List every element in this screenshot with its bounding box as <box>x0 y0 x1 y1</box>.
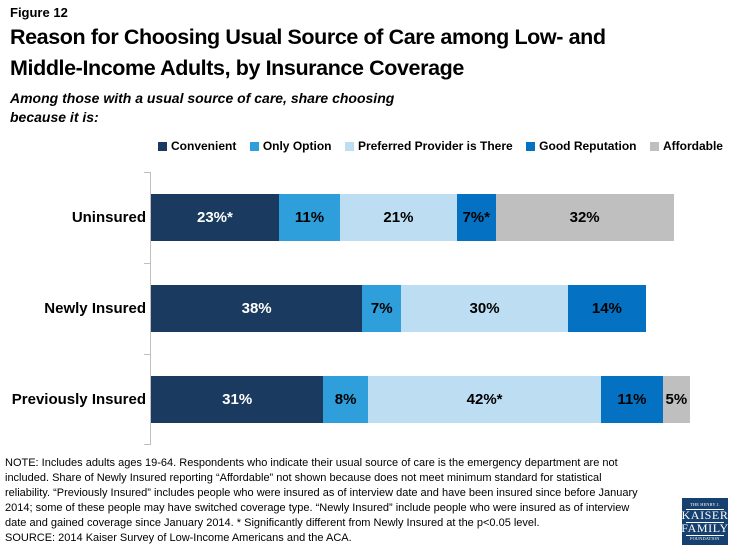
axis-tick <box>144 444 151 445</box>
y-axis-line <box>150 172 151 445</box>
legend: Convenient Only Option Preferred Provider … <box>158 139 723 153</box>
bar-segment: 38% <box>151 285 363 332</box>
bar-stack: 23%* 11% 21% 7%* 32% <box>151 194 707 241</box>
kff-logo-kaiser-text: KAISER <box>681 508 729 522</box>
legend-swatch <box>249 141 259 151</box>
category-label: Previously Insured <box>11 391 146 408</box>
chart-subtitle: Among those with a usual source of care,… <box>10 89 394 127</box>
chart-row: Uninsured 23%* 11% 21% 7%* 32% <box>0 172 735 263</box>
bar-segment: 5% <box>662 376 691 423</box>
legend-swatch <box>649 141 659 151</box>
chart-row: Previously Insured 31% 8% 42%* 11% 5% <box>0 354 735 445</box>
figure-label: Figure 12 <box>10 5 68 20</box>
chart-subtitle-line1: Among those with a usual source of care,… <box>10 90 395 106</box>
legend-label: Good Reputation <box>539 139 637 153</box>
legend-swatch <box>158 141 167 151</box>
bar-stack: 38% 7% 30% 14% <box>151 285 707 332</box>
legend-item: Preferred Provider is There <box>344 139 513 153</box>
note-line: included. Share of Newly Insured reporti… <box>5 472 602 484</box>
note-line: NOTE: Includes adults ages 19-64. Respon… <box>5 457 618 469</box>
kff-logo-rule <box>686 534 724 536</box>
axis-tick <box>144 172 151 173</box>
legend-item: Good Reputation <box>526 139 636 153</box>
bar-segment: 32% <box>495 194 674 241</box>
legend-label: Preferred Provider is There <box>357 139 513 153</box>
bar-segment: 23%* <box>151 194 279 241</box>
category-label: Uninsured <box>71 209 146 226</box>
note-line: reliability. “Previously Insured” includ… <box>5 487 638 499</box>
bar-segment: 30% <box>401 285 568 332</box>
kff-logo-top-text: THE HENRY J. <box>690 502 720 508</box>
legend-label: Only Option <box>262 139 332 153</box>
chart-title-line2: Middle-Income Adults, by Insurance Cover… <box>10 56 464 80</box>
note-line: 2014; some of these people may have swit… <box>5 502 630 514</box>
legend-swatch <box>526 141 536 151</box>
bar-segment: 11% <box>601 376 663 423</box>
legend-label: Affordable <box>662 139 723 153</box>
axis-tick <box>144 354 151 355</box>
kff-logo-family-text: FAMILY <box>681 521 729 535</box>
bar-segment: 7% <box>362 285 402 332</box>
note-line: date and gained coverage since January 2… <box>5 517 540 529</box>
bar-segment: 7%* <box>456 194 496 241</box>
kff-logo-rule <box>686 508 724 510</box>
bar-segment: 11% <box>278 194 341 241</box>
legend-item: Only Option <box>249 139 332 153</box>
bar-segment: 8% <box>323 376 368 423</box>
legend-item: Affordable <box>649 139 723 153</box>
source-line: SOURCE: 2014 Kaiser Survey of Low-Income… <box>5 532 352 544</box>
chart-row: Newly Insured 38% 7% 30% 14% <box>0 263 735 354</box>
kff-logo-foundation-text: FOUNDATION <box>690 536 720 542</box>
axis-tick <box>144 263 151 264</box>
kff-logo-rule <box>686 521 724 523</box>
legend-item: Convenient <box>158 139 236 153</box>
bar-segment: 21% <box>340 194 457 241</box>
chart-title-line1: Reason for Choosing Usual Source of Care… <box>10 25 606 49</box>
kff-logo: THE HENRY J. KAISER FAMILY FOUNDATION <box>681 498 729 545</box>
bar-segment: 42%* <box>367 376 602 423</box>
chart-area: Uninsured 23%* 11% 21% 7%* 32% Newly Insured 38… <box>0 172 735 445</box>
note-text: NOTE: Includes adults ages 19-64. Respon… <box>5 456 638 546</box>
bar-segment: 14% <box>567 285 646 332</box>
bar-stack: 31% 8% 42%* 11% 5% <box>151 376 707 423</box>
legend-label: Convenient <box>171 139 237 153</box>
chart-title: Reason for Choosing Usual Source of Care… <box>10 22 606 84</box>
bar-segment: 31% <box>151 376 324 423</box>
legend-swatch <box>344 141 354 151</box>
chart-subtitle-line2: because it is: <box>10 109 99 125</box>
category-label: Newly Insured <box>44 300 146 317</box>
